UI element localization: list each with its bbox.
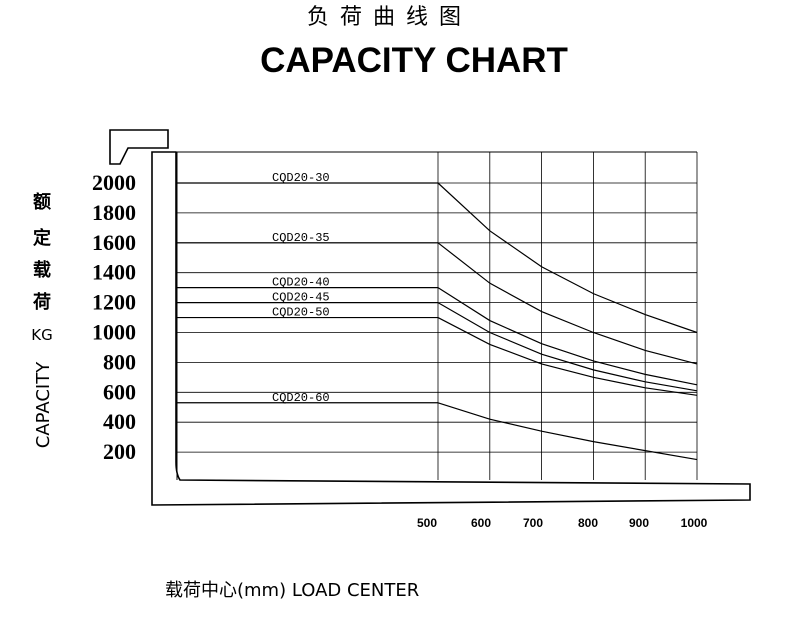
y-axis-label-cn-3: 载: [33, 259, 51, 281]
x-axis-ticks: 500 600 700 800 900 1000: [417, 516, 708, 530]
x-tick-label: 500: [417, 516, 437, 530]
series-line-curve: [437, 402, 698, 461]
y-tick-label: 1000: [92, 320, 136, 345]
y-tick-label: 400: [103, 409, 136, 434]
series-line-curve: [437, 317, 698, 396]
series-line-curve: [437, 182, 698, 334]
y-tick-label: 1400: [92, 260, 136, 285]
x-tick-label: 700: [523, 516, 543, 530]
y-axis-ticks: 200 400 600 800 1000 1200 1400 1600 1800 2000: [92, 170, 136, 464]
chart-title: CAPACITY CHART: [260, 41, 568, 80]
y-axis-unit: KG: [31, 326, 52, 344]
y-tick-label: 1800: [92, 200, 136, 225]
series-labels: CQD20-30 CQD20-35 CQD20-40CQD20-45CQD20-50…: [272, 171, 330, 405]
series-line-curve: [437, 242, 698, 365]
series-line-curve: [437, 302, 698, 392]
series-label: CQD20-35: [272, 231, 330, 245]
x-tick-label: 900: [629, 516, 649, 530]
series-lines: [177, 182, 698, 461]
chart-title-cn: 负 荷 曲 线 图: [307, 5, 463, 30]
grid: [176, 151, 698, 480]
y-tick-label: 1200: [92, 290, 136, 315]
series-line-curve: [437, 287, 698, 386]
x-tick-label: 800: [578, 516, 598, 530]
y-tick-label: 2000: [92, 170, 136, 195]
y-axis-label-cn-2: 定: [33, 227, 51, 249]
y-tick-label: 800: [103, 349, 136, 374]
x-tick-label: 1000: [681, 516, 708, 530]
series-label: CQD20-60: [272, 391, 330, 405]
y-axis-label-cn-1: 额: [33, 191, 51, 213]
series-label: CQD20-30: [272, 171, 330, 185]
y-tick-label: 200: [103, 439, 136, 464]
y-tick-label: 1600: [92, 230, 136, 255]
x-axis-label: 载荷中心(mm) LOAD CENTER: [165, 580, 419, 601]
y-axis-label: CAPACITY: [33, 361, 54, 448]
series-label: CQD20-50: [272, 306, 330, 320]
series-label: CQD20-45: [272, 291, 330, 305]
mast-frame: [109, 129, 751, 506]
y-tick-label: 600: [103, 379, 136, 404]
y-axis-label-cn-4: 荷: [33, 291, 51, 313]
series-label: CQD20-40: [272, 276, 330, 290]
x-tick-label: 600: [471, 516, 491, 530]
